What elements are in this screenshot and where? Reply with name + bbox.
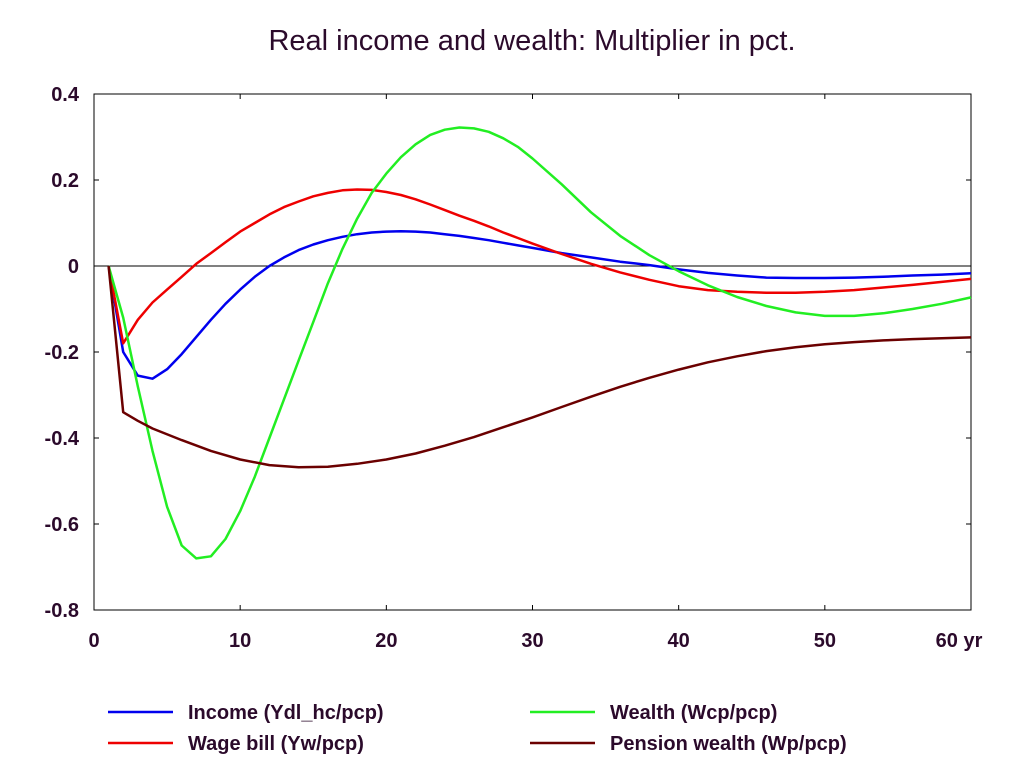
legend-label: Wealth (Wcp/pcp) [610,702,777,724]
legend: Income (Ydl_hc/pcp) Wage bill (Yw/pcp) Wea… [108,702,847,755]
x-tick-label: 10 [229,630,251,652]
x-tick-label: 0 [88,630,99,652]
legend-label: Pension wealth (Wp/pcp) [610,733,847,755]
series-line [107,265,972,469]
x-tick-label: 30 [521,630,543,652]
x-tick-label: 50 [814,630,836,652]
series-lines [107,126,972,560]
series-line [107,126,972,560]
y-tick-label: 0.4 [51,84,80,106]
series-line [107,229,972,380]
y-tick-label: -0.4 [45,428,80,450]
y-tick-label: -0.2 [45,342,79,364]
axis-ticks: 0.4 0.2 0 -0.2 -0.4 -0.6 -0.8 0 10 20 30 40 50 60 yr [45,84,983,652]
x-tick-label: 60 yr [936,630,983,652]
plot-frame [93,93,972,611]
legend-label: Wage bill (Yw/pcp) [188,733,364,755]
y-tick-label: -0.8 [45,600,79,622]
chart-title: Real income and wealth: Multiplier in pc… [268,25,795,57]
series-line [107,188,972,345]
x-tick-label: 20 [375,630,397,652]
y-tick-label: 0.2 [51,170,79,192]
y-tick-label: -0.6 [45,514,79,536]
legend-label: Income (Ydl_hc/pcp) [188,702,384,724]
x-tick-label: 40 [668,630,690,652]
y-tick-label: 0 [68,256,79,278]
